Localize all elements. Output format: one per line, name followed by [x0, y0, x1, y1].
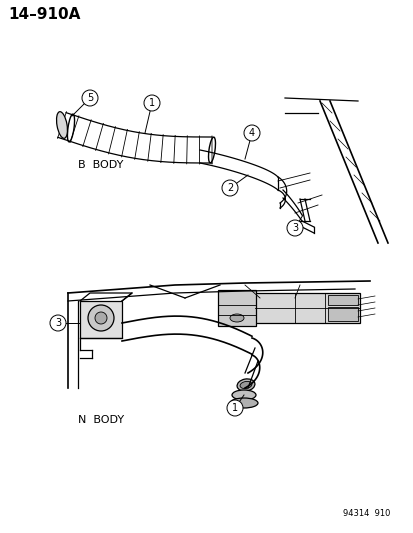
FancyBboxPatch shape [254, 293, 359, 323]
Text: 1: 1 [149, 98, 155, 108]
Text: 3: 3 [291, 223, 297, 233]
Text: 94314  910: 94314 910 [342, 509, 389, 518]
Circle shape [286, 220, 302, 236]
FancyBboxPatch shape [80, 301, 122, 338]
Text: 5: 5 [87, 93, 93, 103]
Circle shape [221, 180, 237, 196]
Circle shape [82, 90, 98, 106]
Ellipse shape [230, 398, 257, 408]
FancyBboxPatch shape [327, 295, 357, 305]
Circle shape [243, 125, 259, 141]
Circle shape [50, 315, 66, 331]
Circle shape [88, 305, 114, 331]
Text: 2: 2 [226, 183, 233, 193]
Text: 14–910A: 14–910A [8, 7, 80, 22]
Text: 1: 1 [231, 403, 237, 413]
Ellipse shape [230, 314, 243, 322]
Circle shape [144, 95, 159, 111]
Ellipse shape [57, 112, 67, 139]
Text: N  BODY: N BODY [78, 415, 124, 425]
Circle shape [226, 400, 242, 416]
Circle shape [95, 312, 107, 324]
FancyBboxPatch shape [327, 307, 357, 321]
Text: 3: 3 [55, 318, 61, 328]
Text: 4: 4 [248, 128, 254, 138]
Text: B  BODY: B BODY [78, 160, 123, 170]
Ellipse shape [240, 382, 252, 389]
Ellipse shape [231, 390, 255, 400]
FancyBboxPatch shape [218, 290, 255, 326]
Ellipse shape [237, 379, 254, 391]
